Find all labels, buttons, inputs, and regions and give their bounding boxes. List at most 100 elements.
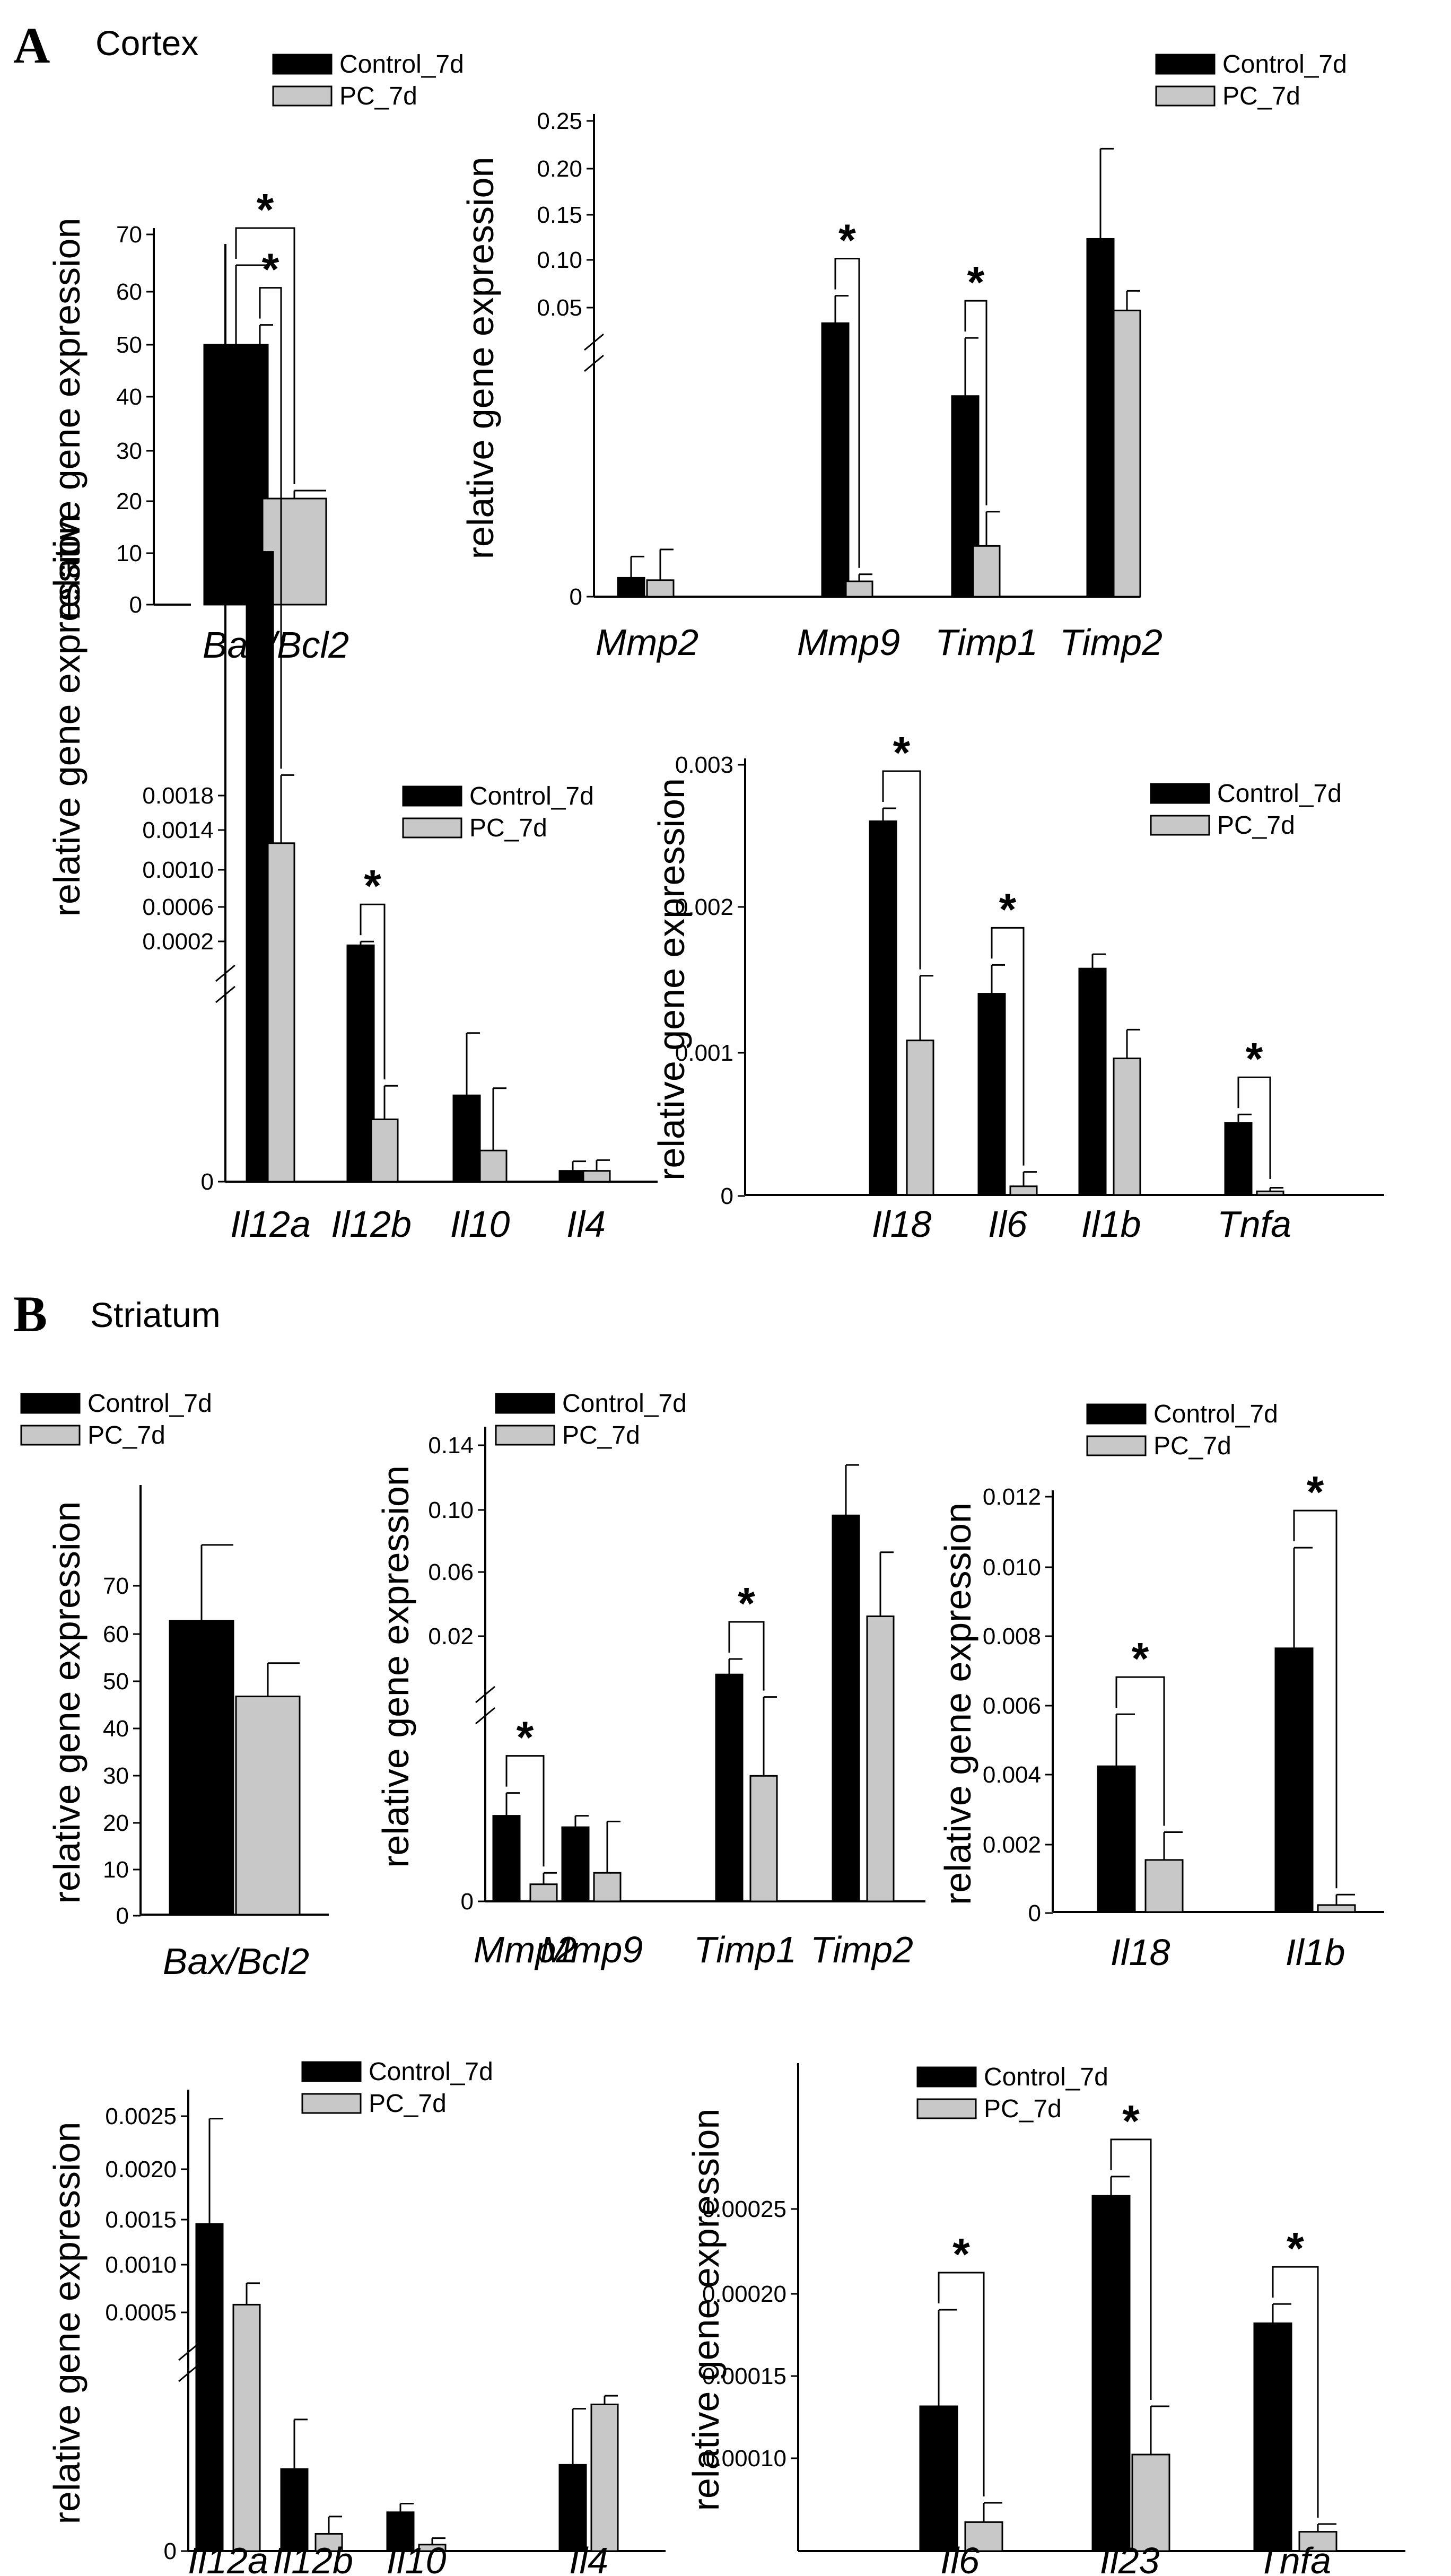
a3-x-category-label: Il10 [450,1203,510,1245]
b4-y-tick-label: 0.0005 [105,2300,177,2326]
a4-significance-bracket [1237,1076,1271,1179]
a3-y-tick-label: 0.0010 [142,857,214,883]
a3-legend-swatch-pc [402,817,462,839]
b4-bar-control-7d-il12a [195,2223,224,2552]
b1-y-tick-label: 50 [103,1669,129,1695]
a1-y-tick-label: 0 [129,592,142,618]
b3-y-tick-label: 0.006 [983,1693,1041,1719]
a3-y-tick-label: 0.0002 [142,929,214,955]
a4-x-category-label: Il1b [1081,1203,1141,1245]
a2-significance-bracket [834,258,860,568]
b1-bar-control-7d-bax-bcl2 [169,1620,234,1916]
a3-bar-pc-7d-il12a [267,842,295,1183]
b5-y-tick-label: 0.00025 [702,2196,786,2222]
a3-axis-break-mark [215,985,235,1003]
a3-x-category-label: Il4 [566,1203,606,1245]
a3-bar-pc-7d-il12b [370,1118,399,1183]
b2-bar-control-7d-mmp2 [492,1815,521,1902]
b5-legend-label-pc: PC_7d [984,2095,1062,2123]
a3-bar-control-7d-il4 [558,1170,587,1183]
a3-bar-control-7d-il10 [452,1094,481,1183]
a2-x-category-label: Mmp2 [596,622,698,663]
b1-y-tick-label: 10 [103,1857,129,1883]
a2-y-axis-label: relative gene expression [460,157,501,560]
charts-layer: 0 10 20 30 40 50 60 70 relative gene expression B… [20,50,1405,2576]
b3-legend-label-control: Control_7d [1153,1400,1278,1428]
a1-x-category-label: Bax/Bcl2 [203,624,349,666]
b4-bar-control-7d-il12b [280,2468,309,2552]
b1-y-tick-label: 20 [103,1810,129,1836]
b5-bar-control-7d-il23 [1091,2195,1131,2552]
a4-x-category-label: Tnfa [1217,1203,1291,1245]
b5-y-tick-label: 0.00015 [702,2363,786,2389]
a4-significance-star: * [1246,1034,1263,1084]
b4-y-tick-label: 0 [164,2538,177,2564]
b1-y-tick-label: 70 [103,1573,129,1599]
b3-bar-control-7d-il18 [1097,1765,1136,1913]
b4-legend-swatch-pc [301,2093,362,2114]
b4-bar-control-7d-il4 [558,2464,587,2552]
b3-y-axis-label: relative gene expression [937,1503,978,1905]
a2-y-tick-label: 0 [570,584,582,610]
a1-y-tick-label: 70 [116,222,142,248]
b2-significance-bracket [728,1621,765,1691]
b1-bar-pc-7d-bax-bcl2 [235,1696,301,1916]
a3-bar-pc-7d-il4 [582,1170,611,1183]
a4-bar-control-7d-il18 [869,820,897,1196]
b2-bar-pc-7d-timp2 [866,1615,895,1902]
b4-bar-pc-7d-il4 [590,2403,619,2552]
a4-legend-label-pc: PC_7d [1217,811,1295,840]
b3-y-tick-label: 0.004 [983,1762,1041,1788]
a1-y-tick-label: 60 [116,279,142,305]
b3-bar-pc-7d-il1b [1317,1904,1356,1913]
a3-y-tick-label: 0.0018 [142,783,214,809]
b4-y-tick-label: 0.0015 [105,2207,177,2233]
b2-significance-bracket [505,1755,545,1867]
b4-y-tick-label: 0.0025 [105,2103,177,2129]
a4-x-category-label: Il6 [988,1203,1027,1245]
b1-legend-swatch-control [20,1393,81,1414]
b1-x-category-label: Bax/Bcl2 [163,1941,309,1982]
b5-bar-control-7d-tnfa [1253,2322,1292,2552]
a3-x-category-label: Il12a [230,1203,311,1245]
b4-y-axis-label: relative gene expression [46,2122,88,2525]
a3-y-axis-label: relative gene expression [46,514,88,917]
b5-y-axis-label: relative gene expression [685,2109,727,2511]
a4-bar-pc-7d-il1b [1113,1058,1141,1196]
a3-bar-pc-7d-il10 [479,1149,508,1183]
b4-legend-label-control: Control_7d [369,2058,493,2086]
a1-y-tick-label: 50 [116,332,142,358]
a2-y-tick-label: 0.10 [537,247,582,273]
b5-significance-star: * [952,2229,970,2279]
b1-y-tick-label: 30 [103,1763,129,1789]
a2-y-tick-label: 0.25 [537,108,582,134]
a2-legend-swatch-pc [1155,85,1216,107]
a3-significance-bracket [259,287,282,769]
a2-x-category-label: Mmp9 [797,622,900,663]
a2-legend-swatch-control [1155,54,1216,75]
b5-y-tick-label: 0.00010 [702,2446,786,2472]
a3-legend-label-control: Control_7d [469,782,594,810]
a3-legend-label-pc: PC_7d [469,814,547,842]
b2-legend-swatch-pc [495,1425,555,1446]
b5-bar-pc-7d-il23 [1131,2453,1170,2552]
a4-x-category-label: Il18 [872,1203,932,1245]
b2-y-tick-label: 0.10 [428,1497,474,1523]
b4-y-tick-label: 0.0020 [105,2156,177,2182]
b5-bar-control-7d-il6 [919,2405,958,2552]
b2-x-category-label: Timp2 [810,1929,913,1970]
b2-y-tick-label: 0.02 [428,1623,474,1649]
b2-bar-control-7d-mmp9 [561,1826,590,1902]
b3-x-category-label: Il18 [1111,1932,1170,1973]
b2-bar-pc-7d-timp1 [749,1775,778,1902]
b3-y-tick-label: 0.012 [983,1484,1041,1510]
b4-bar-pc-7d-il12a [232,2303,261,2552]
a4-significance-star: * [893,728,911,778]
a4-bar-control-7d-il6 [977,993,1006,1196]
a2-legend-label-control: Control_7d [1222,50,1347,78]
a2-y-tick-label: 0.05 [537,295,582,321]
a2-significance-star: * [838,215,856,265]
a2-bar-pc-7d-mmp9 [845,580,873,598]
a2-bar-control-7d-mmp9 [821,322,850,598]
b5-y-tick-label: 0.00020 [702,2281,786,2307]
